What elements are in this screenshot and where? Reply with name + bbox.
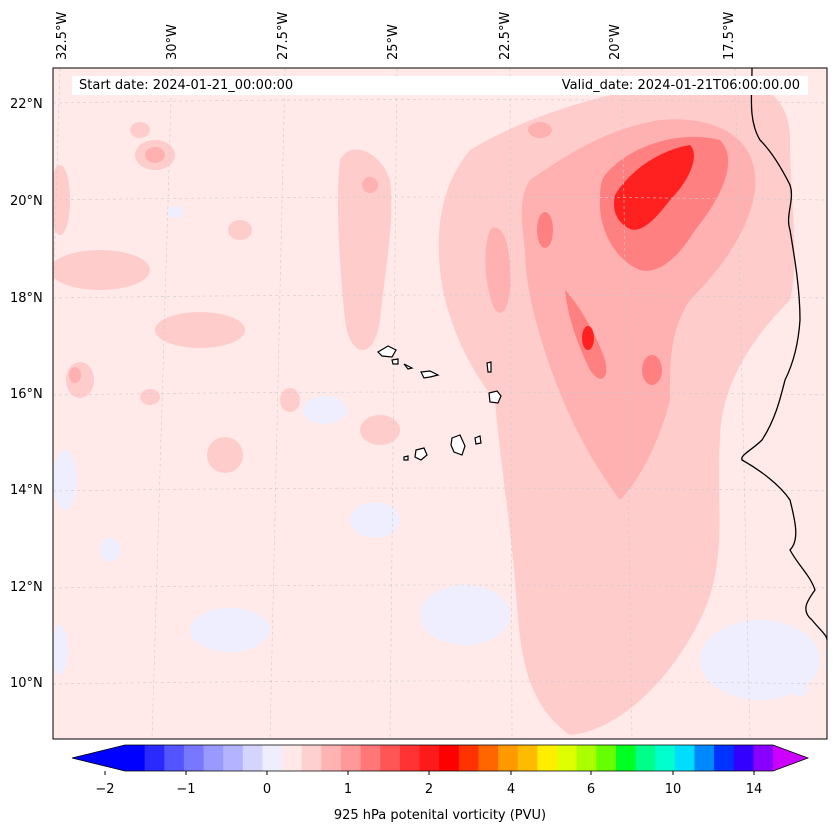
colorbar-tick-label: −2 <box>95 782 115 797</box>
colorbar-tick-label: 0 <box>262 782 272 797</box>
island-fogo <box>414 447 428 461</box>
colorbar-tick-label: 14 <box>745 782 763 797</box>
lat-label-10n: 10°N <box>10 676 43 691</box>
colorbar-segment <box>615 745 637 771</box>
colorbar-segment <box>517 745 538 771</box>
island-brava <box>403 455 409 461</box>
cape-verde-islands <box>377 345 502 461</box>
island-santiago <box>450 434 466 456</box>
start-date-text: Start date: 2024-01-21_00:00:00 <box>79 78 294 93</box>
colorbar-segment <box>576 745 597 771</box>
colorbar-tick-label: 1 <box>343 782 353 797</box>
lat-label-18n: 18°N <box>10 291 43 306</box>
island-maio <box>474 435 482 445</box>
colorbar-segment <box>223 745 244 771</box>
graticule <box>53 68 827 739</box>
colorbar-segment <box>753 745 774 771</box>
colorbar-segment <box>301 745 322 771</box>
colorbar-segment <box>380 745 401 771</box>
colorbar-segment <box>537 745 558 771</box>
lat-label-22n: 22°N <box>10 97 43 112</box>
colorbar-over-arrow <box>773 745 808 771</box>
lon-label-20w: 20°W <box>608 24 623 60</box>
colorbar-segment <box>183 745 205 771</box>
colorbar-segment <box>242 745 263 771</box>
colorbar-segment <box>144 745 165 771</box>
colorbar-tick-label: 6 <box>586 782 596 797</box>
colorbar-segment <box>439 745 460 771</box>
colorbar-outline <box>71 744 810 772</box>
colorbar-segment <box>714 745 735 771</box>
colorbar-segment <box>399 745 421 771</box>
lat-label-16n: 16°N <box>10 387 43 402</box>
island-boa-vista <box>488 390 502 404</box>
colorbar <box>71 744 810 775</box>
colorbar-segment <box>733 745 754 771</box>
lon-label-27-5w: 27.5°W <box>276 11 291 60</box>
colorbar-segment <box>635 745 656 771</box>
colorbar-segment <box>694 745 715 771</box>
colorbar-segment <box>478 745 499 771</box>
colorbar-tick-label: 10 <box>664 782 682 797</box>
map-frame <box>52 67 828 740</box>
coastline <box>741 68 827 641</box>
colorbar-segment <box>203 745 224 771</box>
colorbar-segment <box>655 745 676 771</box>
colorbar-segment <box>321 745 342 771</box>
lon-label-17-5w: 17.5°W <box>722 11 737 60</box>
lon-label-30w: 30°W <box>165 24 180 60</box>
lon-label-25w: 25°W <box>386 24 401 60</box>
island-santa-luzia <box>403 363 414 370</box>
colorbar-segment <box>557 745 578 771</box>
colorbar-segment <box>498 745 519 771</box>
colorbar-segment <box>360 745 381 771</box>
colorbar-tick-label: −1 <box>176 782 196 797</box>
colorbar-segment <box>164 745 185 771</box>
colorbar-tick-label: 2 <box>424 782 434 797</box>
pv-level-4 <box>582 145 694 350</box>
lat-label-12n: 12°N <box>10 580 43 595</box>
island-sao-nicolau <box>420 370 440 379</box>
colorbar-segment <box>596 745 617 771</box>
island-sal <box>486 361 492 373</box>
colorbar-segment <box>282 745 303 771</box>
lat-label-20n: 20°N <box>10 194 43 209</box>
info-box <box>72 76 808 95</box>
negative-pv-patches <box>53 206 820 700</box>
colorbar-segment <box>458 745 479 771</box>
colorbar-title: 925 hPa potenital vorticity (PVU) <box>333 808 547 823</box>
lon-label-32-5w: 32.5°W <box>55 11 70 60</box>
colorbar-segment <box>419 745 440 771</box>
lon-label-22-5w: 22.5°W <box>498 11 513 60</box>
lat-label-14n: 14°N <box>10 483 43 498</box>
colorbar-tick-label: 4 <box>506 782 516 797</box>
colorbar-under-arrow <box>72 745 125 771</box>
colorbar-segment <box>262 745 283 771</box>
island-sao-vicente <box>391 358 399 365</box>
colorbar-segment <box>674 745 695 771</box>
island-santo-antao <box>377 345 397 358</box>
valid-date-text: Valid_date: 2024-01-21T06:00:00.00 <box>561 78 800 93</box>
colorbar-segment <box>125 745 146 771</box>
map-plot-area <box>53 68 827 739</box>
colorbar-segment <box>341 745 362 771</box>
